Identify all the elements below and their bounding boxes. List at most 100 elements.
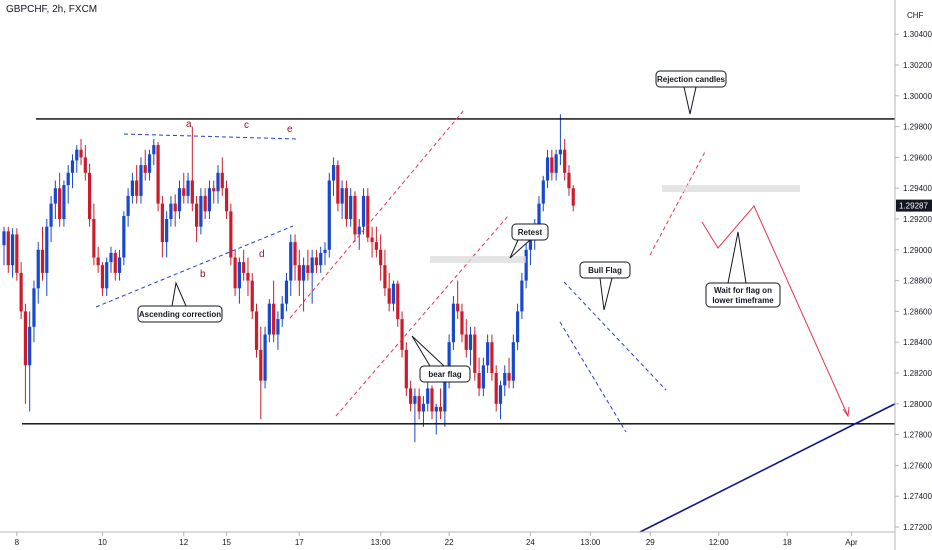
supply-zone	[662, 185, 800, 192]
candle-body	[353, 195, 357, 235]
price-tick-label: 1.29200	[903, 215, 932, 224]
drawings-layer: a b c d e Ascending correction bear flag Retest…	[22, 70, 896, 533]
retest-callout: Retest	[509, 223, 549, 259]
candle-body	[421, 403, 426, 412]
candle-body	[276, 319, 280, 335]
candle-body	[409, 388, 413, 404]
candle-body	[122, 215, 126, 258]
time-tick-label: Apr	[845, 538, 858, 547]
candle-body	[117, 257, 122, 273]
candle-body	[297, 265, 301, 281]
candle-body	[233, 257, 237, 289]
bull-flag-callout-box	[579, 261, 631, 279]
candle-body	[96, 257, 100, 266]
candle-body	[545, 157, 550, 181]
candle-body	[220, 172, 224, 189]
wave-label-e: e	[287, 124, 293, 135]
chart-title: GBPCHF, 2h, FXCM	[6, 4, 98, 15]
projection-arrowhead	[842, 406, 850, 418]
ascending-correction-callout: Ascending correction	[137, 281, 223, 323]
price-tick-label: 1.27400	[903, 492, 932, 501]
candle-body	[250, 280, 254, 312]
candle-body	[88, 172, 92, 219]
candle-body	[284, 280, 289, 304]
candle-body	[404, 349, 408, 389]
candle-body	[554, 154, 558, 173]
candle-body	[383, 265, 387, 289]
price-tick-label: 1.27600	[903, 461, 932, 470]
candle-body	[507, 373, 511, 381]
candle-body	[537, 203, 541, 227]
candle-body	[511, 342, 515, 381]
price-tick-label: 1.30200	[903, 61, 932, 70]
candle-body	[182, 188, 186, 196]
bull-flag-callout-text: Bull Flag	[588, 266, 622, 275]
price-tick-label: 1.28800	[903, 277, 932, 286]
candles-layer	[2, 114, 575, 443]
candle-body	[28, 326, 32, 366]
candle-body	[143, 165, 147, 173]
candle-body	[413, 396, 417, 404]
candle-body	[558, 149, 562, 155]
retest-callout-pointer	[509, 239, 531, 259]
candle-body	[45, 226, 49, 273]
candle-body	[443, 380, 447, 412]
candle-body	[169, 203, 173, 219]
candle-body	[195, 203, 199, 227]
time-tick-label: 13:00	[371, 538, 392, 547]
candle-body	[156, 145, 160, 204]
price-tick-label: 1.27200	[903, 523, 932, 532]
candle-body	[327, 180, 331, 250]
candle-body	[486, 342, 490, 366]
ascending-correction-callout-text: Ascending correction	[139, 310, 221, 319]
triangle-lower-line	[95, 225, 294, 308]
wait-flag-pointer	[727, 231, 747, 284]
price-tick-label: 1.28600	[903, 307, 932, 316]
candle-body	[280, 303, 284, 320]
candle-body	[289, 242, 293, 281]
time-tick-label: 22	[445, 538, 454, 547]
candle-body	[109, 252, 113, 263]
retest-callout-text: Retest	[518, 228, 543, 237]
candle-body	[293, 242, 297, 266]
candle-body	[434, 406, 438, 412]
candle-body	[528, 234, 533, 250]
candle-body	[259, 349, 263, 381]
candle-body	[126, 195, 130, 216]
time-tick-label: 13:00	[580, 538, 601, 547]
candle-body	[113, 252, 117, 273]
candle-body	[32, 288, 36, 327]
candle-body	[242, 262, 246, 273]
currency-label: CHF	[907, 11, 924, 20]
wait-flag-line2: lower timeframe	[712, 296, 774, 305]
bear-flag-callout-box	[419, 365, 471, 383]
bear-flag-upper-line	[289, 109, 465, 319]
candle-body	[451, 303, 455, 343]
candle-body	[310, 257, 314, 273]
candle-body	[190, 180, 194, 204]
candle-body	[379, 249, 383, 266]
candle-body	[19, 272, 23, 312]
candle-body	[53, 188, 57, 204]
price-tick-label: 1.29000	[903, 246, 932, 255]
candle-body	[130, 180, 134, 196]
time-axis: 8 10 12 15 17 13:00 22 24 13:00 29 12:00 18 Apr	[0, 531, 895, 547]
candle-body	[263, 334, 267, 381]
candle-body	[173, 203, 177, 212]
candle-body	[62, 185, 66, 219]
candle-body	[10, 234, 15, 266]
candle-body	[105, 262, 109, 289]
candle-body	[100, 265, 105, 289]
candle-body	[319, 252, 323, 266]
rejection-candles-callout-text: Rejection candles	[657, 75, 726, 84]
bear-flag-callout-text: bear flag	[428, 370, 461, 379]
price-tick-label: 1.30400	[903, 30, 932, 39]
time-tick-label: 10	[98, 538, 107, 547]
candle-body	[254, 311, 259, 350]
candle-body	[336, 165, 340, 204]
candle-body	[481, 365, 485, 389]
candle-body	[374, 242, 378, 250]
candle-body	[349, 195, 353, 219]
